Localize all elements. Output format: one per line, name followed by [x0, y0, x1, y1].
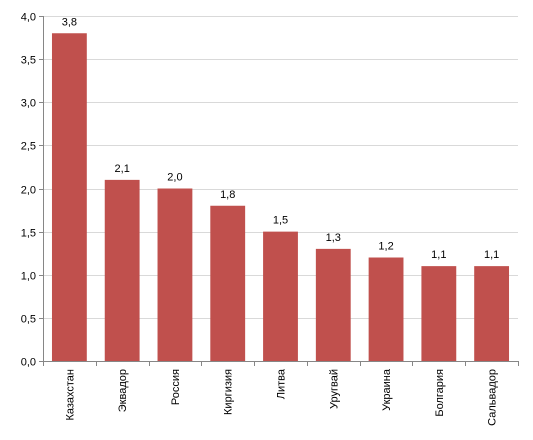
y-tick-label: 1,5	[21, 228, 36, 240]
y-tick-label: 0,0	[21, 357, 36, 369]
category-label: Казахстан	[64, 369, 76, 421]
y-tick-label: 2,0	[21, 185, 36, 197]
bar	[51, 33, 87, 361]
category-label: Украина	[381, 368, 393, 411]
category-label: Эквадор	[117, 369, 129, 412]
bar	[368, 257, 404, 361]
y-tick-label: 3,5	[21, 55, 36, 67]
data-label: 3,8	[62, 16, 77, 28]
y-tick-label: 2,5	[21, 141, 36, 153]
bar	[315, 248, 351, 361]
data-label: 2,1	[115, 163, 130, 175]
bar	[104, 179, 140, 361]
axes	[39, 16, 519, 366]
data-label: 1,1	[431, 249, 446, 261]
bar	[421, 266, 457, 361]
data-label: 1,3	[326, 232, 341, 244]
data-label: 1,2	[378, 241, 393, 253]
y-tick-label: 1,0	[21, 271, 36, 283]
bar	[210, 205, 246, 361]
category-label: Болгария	[434, 369, 446, 417]
category-label: Сальвадор	[487, 369, 499, 426]
bars	[51, 33, 510, 361]
y-tick-label: 3,0	[21, 98, 36, 110]
bar	[474, 266, 510, 361]
data-label: 1,8	[220, 189, 235, 201]
data-label: 1,1	[484, 249, 499, 261]
bar	[263, 231, 298, 361]
data-label: 2,0	[167, 172, 182, 184]
y-tick-label: 0,5	[21, 314, 36, 326]
category-label: Литва	[276, 368, 288, 399]
data-label: 1,5	[273, 215, 288, 227]
bar	[157, 188, 193, 361]
labels: 0,0 0,5 1,0 1,5 2,0 2,5 3,0 3,5 4,0 3,8 Казахстан 2…	[21, 12, 500, 426]
category-label: Россия	[170, 369, 182, 405]
y-tick-label: 4,0	[21, 12, 36, 24]
category-label: Киргизия	[223, 369, 235, 415]
category-label: Уругвай	[328, 369, 340, 409]
